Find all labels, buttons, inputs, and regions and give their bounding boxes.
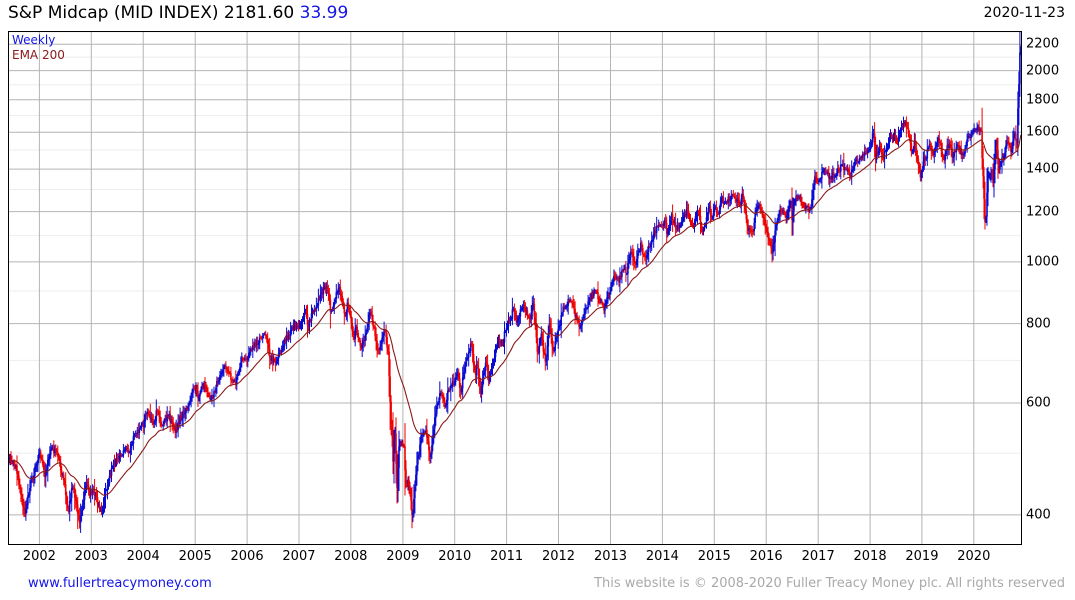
- price-change: 33.99: [299, 3, 349, 23]
- y-axis-label: 800: [1026, 316, 1051, 332]
- x-axis-label: 2004: [126, 549, 160, 564]
- x-axis-label: 2019: [905, 549, 939, 564]
- y-axis-label: 400: [1026, 507, 1051, 523]
- copyright-notice: This website is © 2008-2020 Fuller Treac…: [594, 576, 1065, 591]
- x-axis-label: 2009: [386, 549, 420, 564]
- gridlines-minor: [9, 32, 1021, 454]
- price-chart-svg: [9, 32, 1021, 544]
- x-axis-label: 2014: [645, 549, 679, 564]
- gridlines-major: [9, 43, 1021, 516]
- x-axis-label: 2016: [749, 549, 783, 564]
- page-title: S&P Midcap (MID INDEX) 2181.60 33.99: [8, 2, 348, 24]
- x-axis-label: 2003: [74, 549, 108, 564]
- ema200-line: [9, 134, 1021, 496]
- chart-legend: Weekly EMA 200: [12, 33, 65, 63]
- x-axis-label: 2020: [957, 549, 991, 564]
- x-axis-label: 2012: [541, 549, 576, 564]
- y-axis-label: 1400: [1026, 161, 1060, 177]
- x-axis-label: 2007: [282, 549, 316, 564]
- x-axis-label: 2015: [697, 549, 731, 564]
- x-axis-label: 2008: [334, 549, 368, 564]
- x-axis-label: 2010: [438, 549, 472, 564]
- last-price: 2181.60: [223, 3, 295, 23]
- candlestick-series: [9, 32, 1021, 533]
- site-url[interactable]: www.fullertreacymoney.com: [28, 576, 212, 591]
- gridlines-vertical: [38, 32, 975, 544]
- chart-footer: www.fullertreacymoney.com This website i…: [0, 575, 1075, 597]
- y-axis-label: 600: [1026, 395, 1051, 411]
- x-axis: 2002 2003 2004 2005 2006 2007 2008 2009 2010 2011…: [0, 549, 1075, 569]
- y-axis-label: 1000: [1026, 254, 1060, 270]
- x-axis-label: 2013: [593, 549, 628, 564]
- y-axis-label: 2000: [1026, 63, 1060, 79]
- legend-item-ema200: EMA 200: [12, 48, 65, 62]
- x-axis-label: 2006: [230, 549, 264, 564]
- x-axis-label: 2011: [490, 549, 524, 564]
- y-axis-label: 1600: [1026, 124, 1060, 140]
- instrument-name: S&P Midcap (MID INDEX): [8, 3, 219, 23]
- y-axis-label: 1800: [1026, 92, 1060, 108]
- x-axis-label: 2018: [853, 549, 887, 564]
- x-axis-label: 2002: [22, 549, 56, 564]
- y-axis: 400 600 800 1000 1200 1400 1600 1800 2000 2200: [1026, 31, 1075, 545]
- quote-date: 2020-11-23: [983, 5, 1065, 21]
- legend-item-weekly: Weekly: [12, 33, 56, 47]
- x-axis-label: 2017: [801, 549, 835, 564]
- chart-header: S&P Midcap (MID INDEX) 2181.60 33.99 202…: [0, 0, 1075, 26]
- chart-plot-area[interactable]: [8, 31, 1022, 545]
- x-axis-label: 2005: [178, 549, 212, 564]
- y-axis-label: 1200: [1026, 204, 1060, 220]
- y-axis-label: 2200: [1026, 36, 1060, 52]
